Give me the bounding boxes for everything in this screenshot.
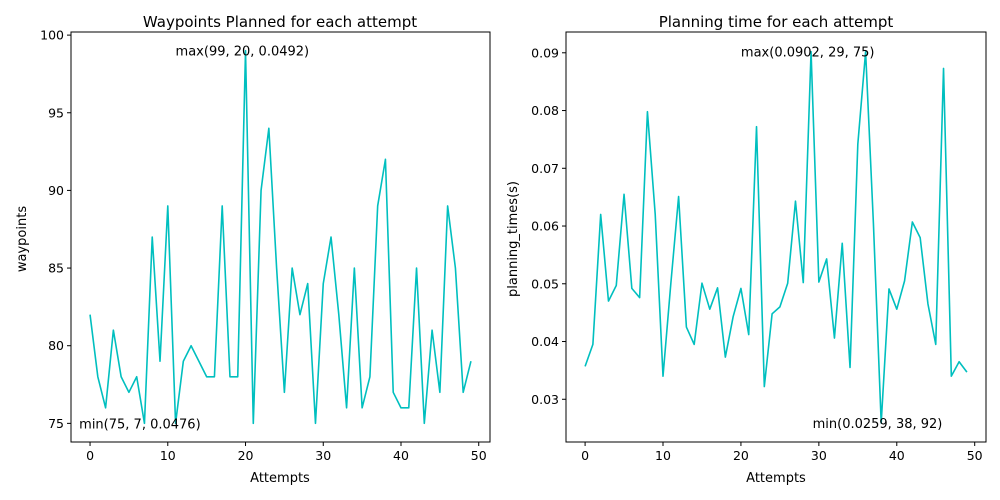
annotation-label: min(0.0259, 38, 92): [813, 417, 943, 432]
x-tick-label: 20: [733, 448, 749, 463]
series-line: [584, 50, 968, 424]
chart-title: Waypoints Planned for each attempt: [143, 13, 417, 31]
x-axis-label: Attempts: [746, 471, 806, 486]
y-tick-label: 0.07: [531, 161, 559, 176]
x-tick-label: 0: [86, 448, 94, 463]
x-tick-label: 50: [471, 448, 487, 463]
y-tick-label: 0.04: [531, 334, 559, 349]
x-tick-label: 10: [160, 448, 176, 463]
x-tick-label: 50: [967, 448, 983, 463]
x-axis-label: Attempts: [250, 471, 310, 486]
x-tick-label: 30: [315, 448, 331, 463]
y-tick-label: 0.06: [531, 219, 559, 234]
x-tick-label: 30: [811, 448, 827, 463]
y-tick-label: 90: [48, 183, 64, 198]
y-tick-label: 0.03: [531, 392, 559, 407]
series-line: [89, 49, 472, 425]
y-axis-label: planning_times(s): [506, 181, 521, 297]
y-tick-label: 80: [48, 338, 64, 353]
annotation-label: max(99, 20, 0.0492): [176, 45, 310, 60]
x-tick-label: 40: [889, 448, 905, 463]
y-tick-label: 85: [48, 261, 64, 276]
plot-frame: [565, 31, 987, 443]
x-tick-label: 40: [393, 448, 409, 463]
x-tick-label: 0: [581, 448, 589, 463]
y-tick-label: 75: [48, 416, 64, 431]
y-tick-label: 95: [48, 105, 64, 120]
y-tick-label: 0.09: [531, 45, 559, 60]
y-tick-label: 0.05: [531, 276, 559, 291]
annotation-label: max(0.0902, 29, 75): [741, 46, 875, 61]
chart-title: Planning time for each attempt: [659, 13, 894, 31]
y-tick-label: 0.08: [531, 103, 559, 118]
planning-time-chart: Planning time for each attempt Attempts …: [506, 13, 987, 486]
x-tick-label: 20: [238, 448, 254, 463]
x-tick-label: 10: [655, 448, 671, 463]
y-axis-label: waypoints: [15, 206, 30, 272]
y-tick-label: 100: [40, 28, 64, 43]
annotation-label: min(75, 7, 0.0476): [79, 417, 201, 432]
waypoints-chart: Waypoints Planned for each attempt Attem…: [15, 13, 491, 486]
plot-frame: [70, 31, 491, 443]
